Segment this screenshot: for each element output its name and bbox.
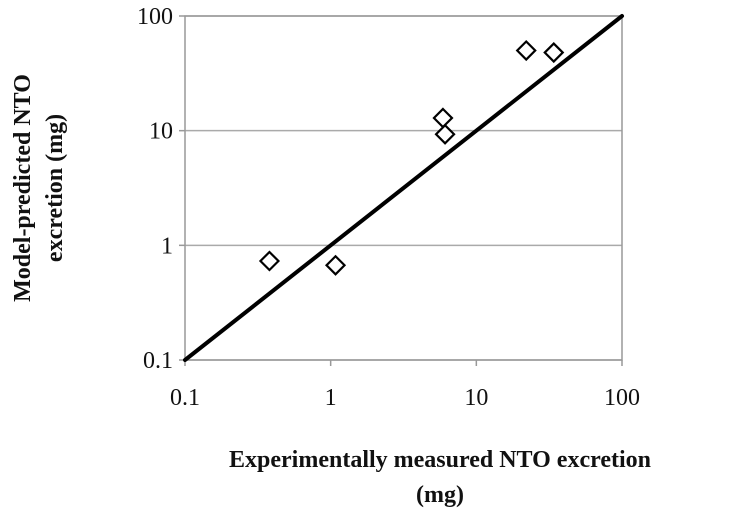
x-tick-label: 1 — [325, 385, 337, 411]
data-point-diamond — [515, 39, 537, 62]
x-tick-label: 100 — [604, 385, 640, 411]
y-tick-label: 1 — [161, 233, 173, 259]
y-tick-label: 0.1 — [143, 348, 173, 374]
y-tick-label: 100 — [137, 4, 173, 30]
unity-line — [183, 14, 624, 362]
data-point-diamond — [543, 41, 565, 64]
x-axis-ticks: 0.1 1 10 100 — [170, 360, 640, 411]
y-tick-label: 10 — [149, 119, 173, 145]
plot-frame — [184, 15, 623, 361]
y-axis-title-line2: excretion (mg) — [42, 114, 68, 262]
x-tick-label: 0.1 — [170, 385, 200, 411]
unity-line-group — [183, 14, 624, 362]
x-axis-title-line1: Experimentally measured NTO excretion — [229, 447, 651, 473]
data-points — [258, 39, 565, 276]
data-point-diamond — [324, 254, 347, 276]
x-axis-title-line2: (mg) — [416, 482, 464, 508]
y-axis-title-line1: Model-predicted NTO — [10, 74, 36, 302]
data-point-diamond — [432, 107, 454, 129]
x-tick-label: 10 — [464, 385, 488, 411]
data-point-diamond — [434, 123, 456, 145]
y-axis-ticks: 0.1 1 10 100 — [137, 4, 185, 374]
data-point-diamond — [258, 250, 281, 272]
